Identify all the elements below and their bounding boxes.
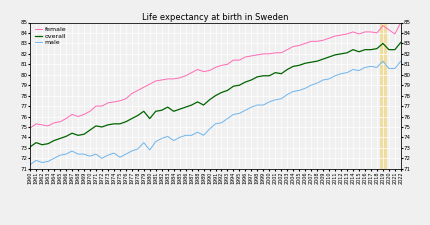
male bbox=[397, 60, 402, 63]
overall bbox=[28, 146, 33, 148]
female bbox=[129, 92, 134, 95]
male bbox=[28, 163, 33, 166]
overall bbox=[391, 48, 396, 51]
female bbox=[284, 48, 289, 51]
overall bbox=[200, 104, 206, 106]
overall bbox=[141, 110, 146, 113]
female bbox=[397, 21, 402, 24]
male bbox=[129, 150, 134, 152]
male bbox=[200, 134, 206, 137]
Title: Life expectancy at birth in Sweden: Life expectancy at birth in Sweden bbox=[142, 13, 288, 22]
Line: male: male bbox=[30, 61, 400, 164]
Line: overall: overall bbox=[30, 42, 400, 147]
female bbox=[28, 127, 33, 129]
female bbox=[212, 66, 218, 69]
male bbox=[284, 93, 289, 96]
overall bbox=[129, 117, 134, 120]
male bbox=[212, 122, 218, 125]
Legend: female, overall, male: female, overall, male bbox=[33, 26, 67, 47]
overall bbox=[397, 41, 402, 44]
female bbox=[141, 86, 146, 89]
overall bbox=[284, 68, 289, 71]
female bbox=[391, 33, 396, 35]
Line: female: female bbox=[30, 22, 400, 128]
male bbox=[379, 60, 384, 63]
male bbox=[391, 67, 396, 70]
overall bbox=[212, 94, 218, 97]
male bbox=[141, 141, 146, 144]
female bbox=[200, 70, 206, 73]
